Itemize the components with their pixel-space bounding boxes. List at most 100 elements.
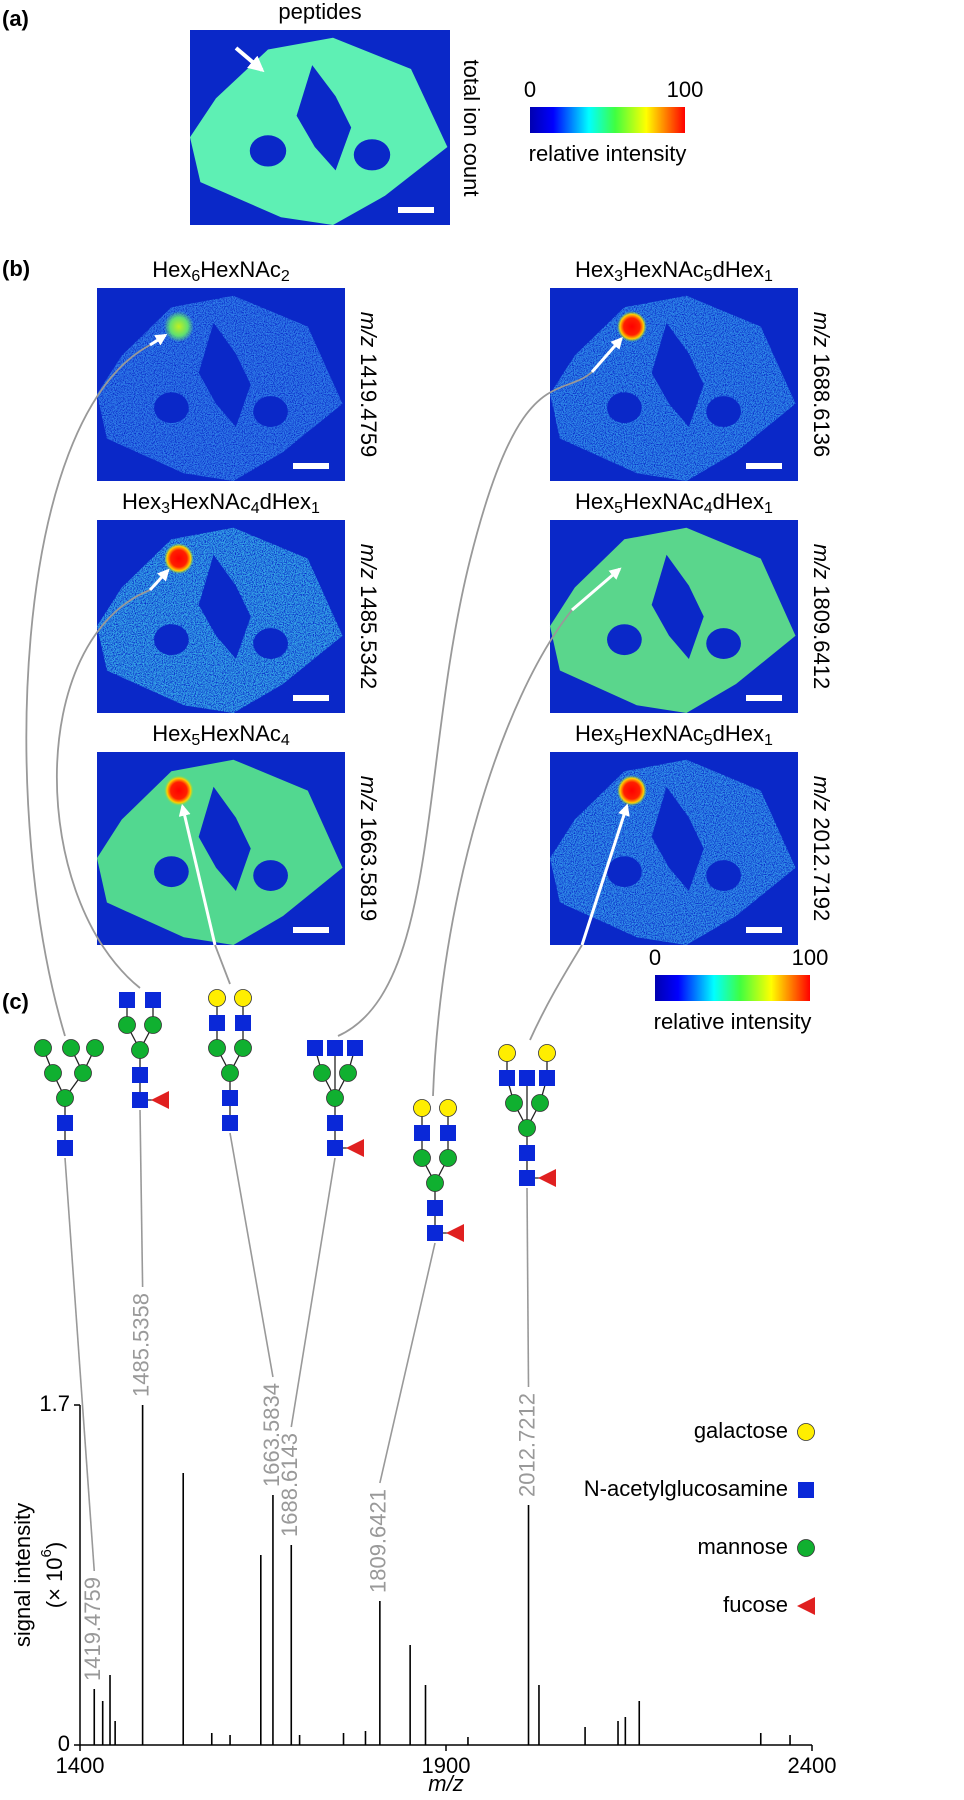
monosaccharide (313, 1064, 331, 1082)
colorbar-label: relative intensity (654, 1009, 812, 1034)
tissue-image (97, 520, 345, 713)
monosaccharide (327, 1040, 343, 1056)
monosaccharide (208, 1039, 226, 1057)
mz-label: m/z 1809.6412 (809, 544, 834, 689)
scale-bar (398, 207, 434, 213)
mz-label: m/z 2012.7192 (809, 776, 834, 921)
title-part: Hex (575, 489, 614, 514)
glycan (118, 992, 169, 1109)
monosaccharide (538, 1044, 556, 1062)
subscript: 2 (281, 268, 290, 285)
connector (25, 344, 151, 1037)
monosaccharide (539, 1070, 555, 1086)
mz-label: m/z 1485.5342 (356, 544, 381, 689)
subscript: 5 (704, 732, 713, 749)
tissue-hole (253, 628, 288, 659)
image-title: Hex5HexNAc4 (152, 721, 290, 749)
monosaccharide (132, 1067, 148, 1083)
mz-value: 1663.5819 (356, 817, 381, 921)
peak-annotation: 1419.4759 (80, 1577, 105, 1681)
subscript: 3 (614, 268, 623, 285)
arrow (234, 46, 265, 73)
image-title: Hex5HexNAc4dHex1 (575, 489, 773, 517)
monosaccharide (86, 1039, 104, 1057)
tissue-image (550, 752, 798, 945)
annotation-connector (139, 1109, 144, 1288)
title-part: HexNAc (200, 721, 281, 746)
title-part: HexNAc (170, 489, 251, 514)
tissue-hole (353, 139, 391, 171)
tissue-image (550, 288, 798, 481)
side-label: total ion count (459, 60, 484, 197)
monosaccharide (413, 1149, 431, 1167)
y-tick-label: 1.7 (39, 1391, 70, 1416)
title-part: HexNAc (200, 257, 281, 282)
tissue-hole (706, 396, 741, 427)
title-part: HexNAc (623, 257, 704, 282)
tissue-image (550, 520, 798, 713)
tissue-hole (706, 628, 741, 659)
subscript: 6 (191, 268, 200, 285)
title-part: dHex (260, 489, 311, 514)
legend-label: mannose (697, 1534, 788, 1559)
monosaccharide (327, 1140, 343, 1156)
monosaccharide (44, 1064, 62, 1082)
scale-bar (293, 927, 329, 933)
mz-prefix: m/z (809, 312, 834, 347)
subscript: 5 (614, 732, 623, 749)
subscript: 1 (311, 500, 320, 517)
monosaccharide (56, 1089, 74, 1107)
subscript: 5 (614, 500, 623, 517)
colorbar-min: 0 (524, 77, 536, 102)
subscript: 1 (764, 268, 773, 285)
image-title: Hex6HexNAc2 (152, 257, 290, 285)
glycan (34, 1039, 104, 1156)
mz-value: 1419.4759 (356, 353, 381, 457)
monosaccharide (234, 989, 252, 1007)
subscript: 4 (704, 500, 713, 517)
monosaccharide (327, 1115, 343, 1131)
arrow (571, 567, 622, 612)
monosaccharide (797, 1597, 815, 1615)
scale-bar (293, 695, 329, 701)
peak-annotation: 1688.6143 (277, 1433, 302, 1537)
monosaccharide (519, 1170, 535, 1186)
mz-prefix: m/z (356, 312, 381, 347)
panel-label: (c) (2, 989, 29, 1014)
y-axis-unit: (× 106) (38, 1542, 67, 1608)
monosaccharide (222, 1115, 238, 1131)
connector (214, 944, 231, 985)
monosaccharide (446, 1224, 464, 1242)
tissue-hole (607, 856, 642, 888)
connector (529, 944, 583, 1041)
title-part: dHex (713, 257, 764, 282)
tissue-image (190, 30, 450, 225)
colorbar-max: 100 (792, 945, 829, 970)
legend-label: N-acetylglucosamine (584, 1476, 788, 1501)
scale-bar (293, 463, 329, 469)
monosaccharide (498, 1044, 516, 1062)
monosaccharide (347, 1040, 363, 1056)
mz-prefix: m/z (356, 544, 381, 579)
tissue-hole (249, 135, 287, 167)
monosaccharide (34, 1039, 52, 1057)
title-part: Hex (575, 721, 614, 746)
monosaccharide (221, 1064, 239, 1082)
unit-part: (× 10 (42, 1557, 67, 1608)
annotation-connector (290, 1157, 336, 1428)
subscript: 5 (704, 268, 713, 285)
tissue-hole (198, 786, 251, 891)
legend-label: galactose (694, 1418, 788, 1443)
monosaccharide (519, 1070, 535, 1086)
subscript: 4 (251, 500, 260, 517)
tissue-hole (154, 856, 189, 888)
mz-prefix: m/z (809, 776, 834, 811)
tissue-hole (253, 396, 288, 427)
tissue-image (97, 288, 345, 481)
monosaccharide (427, 1200, 443, 1216)
monosaccharide (145, 992, 161, 1008)
monosaccharide (797, 1539, 815, 1557)
monosaccharide (798, 1482, 814, 1498)
colorbar-min: 0 (649, 945, 661, 970)
monosaccharide (499, 1070, 515, 1086)
